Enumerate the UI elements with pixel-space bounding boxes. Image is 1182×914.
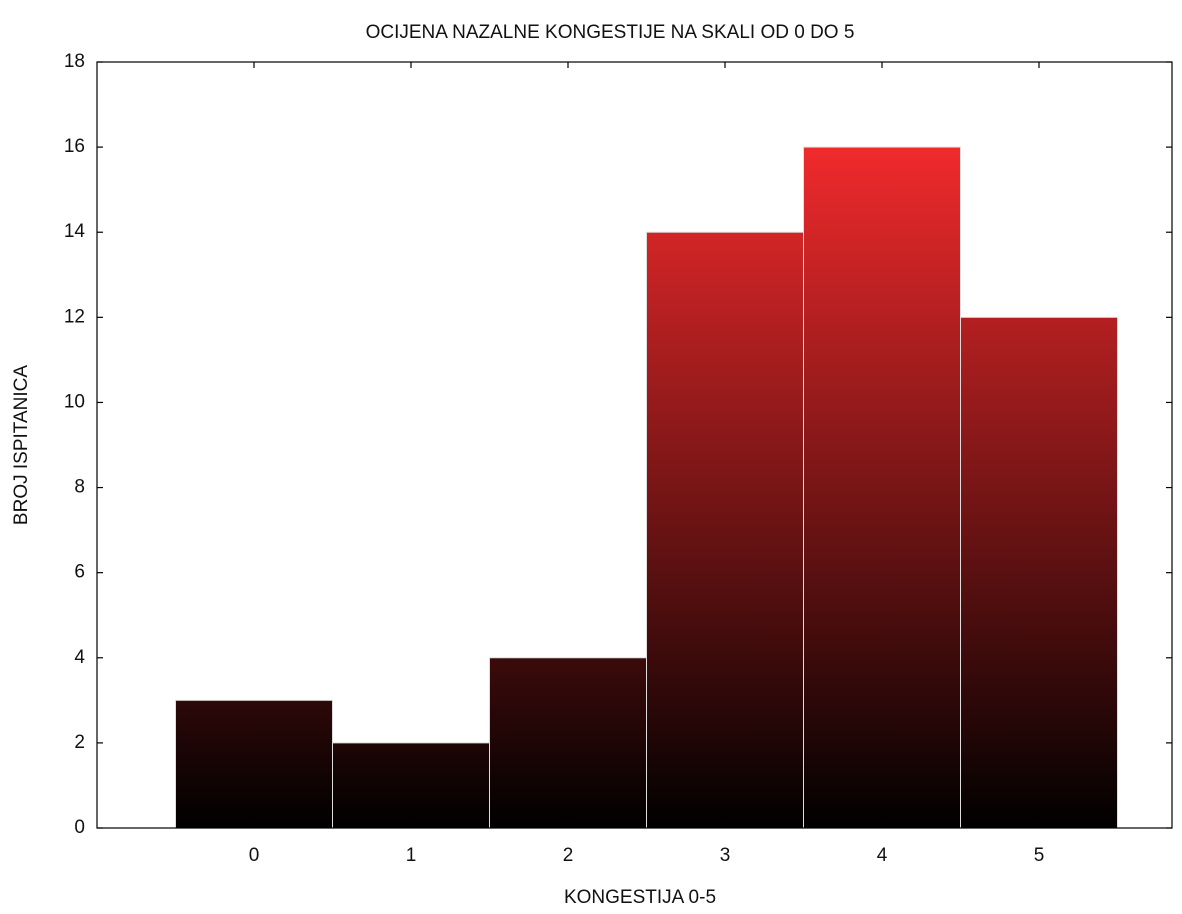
plot-frame [96,61,1173,829]
y-tick-label: 14 [64,221,86,242]
y-tick-label: 6 [74,562,85,583]
x-tick-label: 0 [249,845,260,866]
y-tick-label: 0 [74,817,85,838]
bar [960,316,1118,829]
x-tick-label: 3 [720,845,731,866]
bar [332,742,490,829]
x-tick-label: 5 [1034,845,1045,866]
y-tick-label: 4 [74,647,85,668]
y-tick-label: 12 [64,306,85,327]
y-tick-label: 16 [64,136,85,157]
bar [489,657,647,829]
x-axis-label: KONGESTIJA 0-5 [564,887,716,908]
y-tick-label: 18 [64,51,85,72]
y-axis-label: BROJ ISPITANICA [11,365,32,525]
y-tick-label: 10 [64,391,85,412]
x-tick-label: 1 [406,845,417,866]
x-tick-label: 2 [563,845,574,866]
chart-title: OCIJENA NAZALNE KONGESTIJE NA SKALI OD 0… [366,22,855,43]
y-tick-label: 2 [74,732,85,753]
x-tick-label: 4 [877,845,888,866]
bar [646,231,804,829]
bar [175,699,333,829]
y-tick-label: 8 [74,477,85,498]
bar [803,146,961,829]
